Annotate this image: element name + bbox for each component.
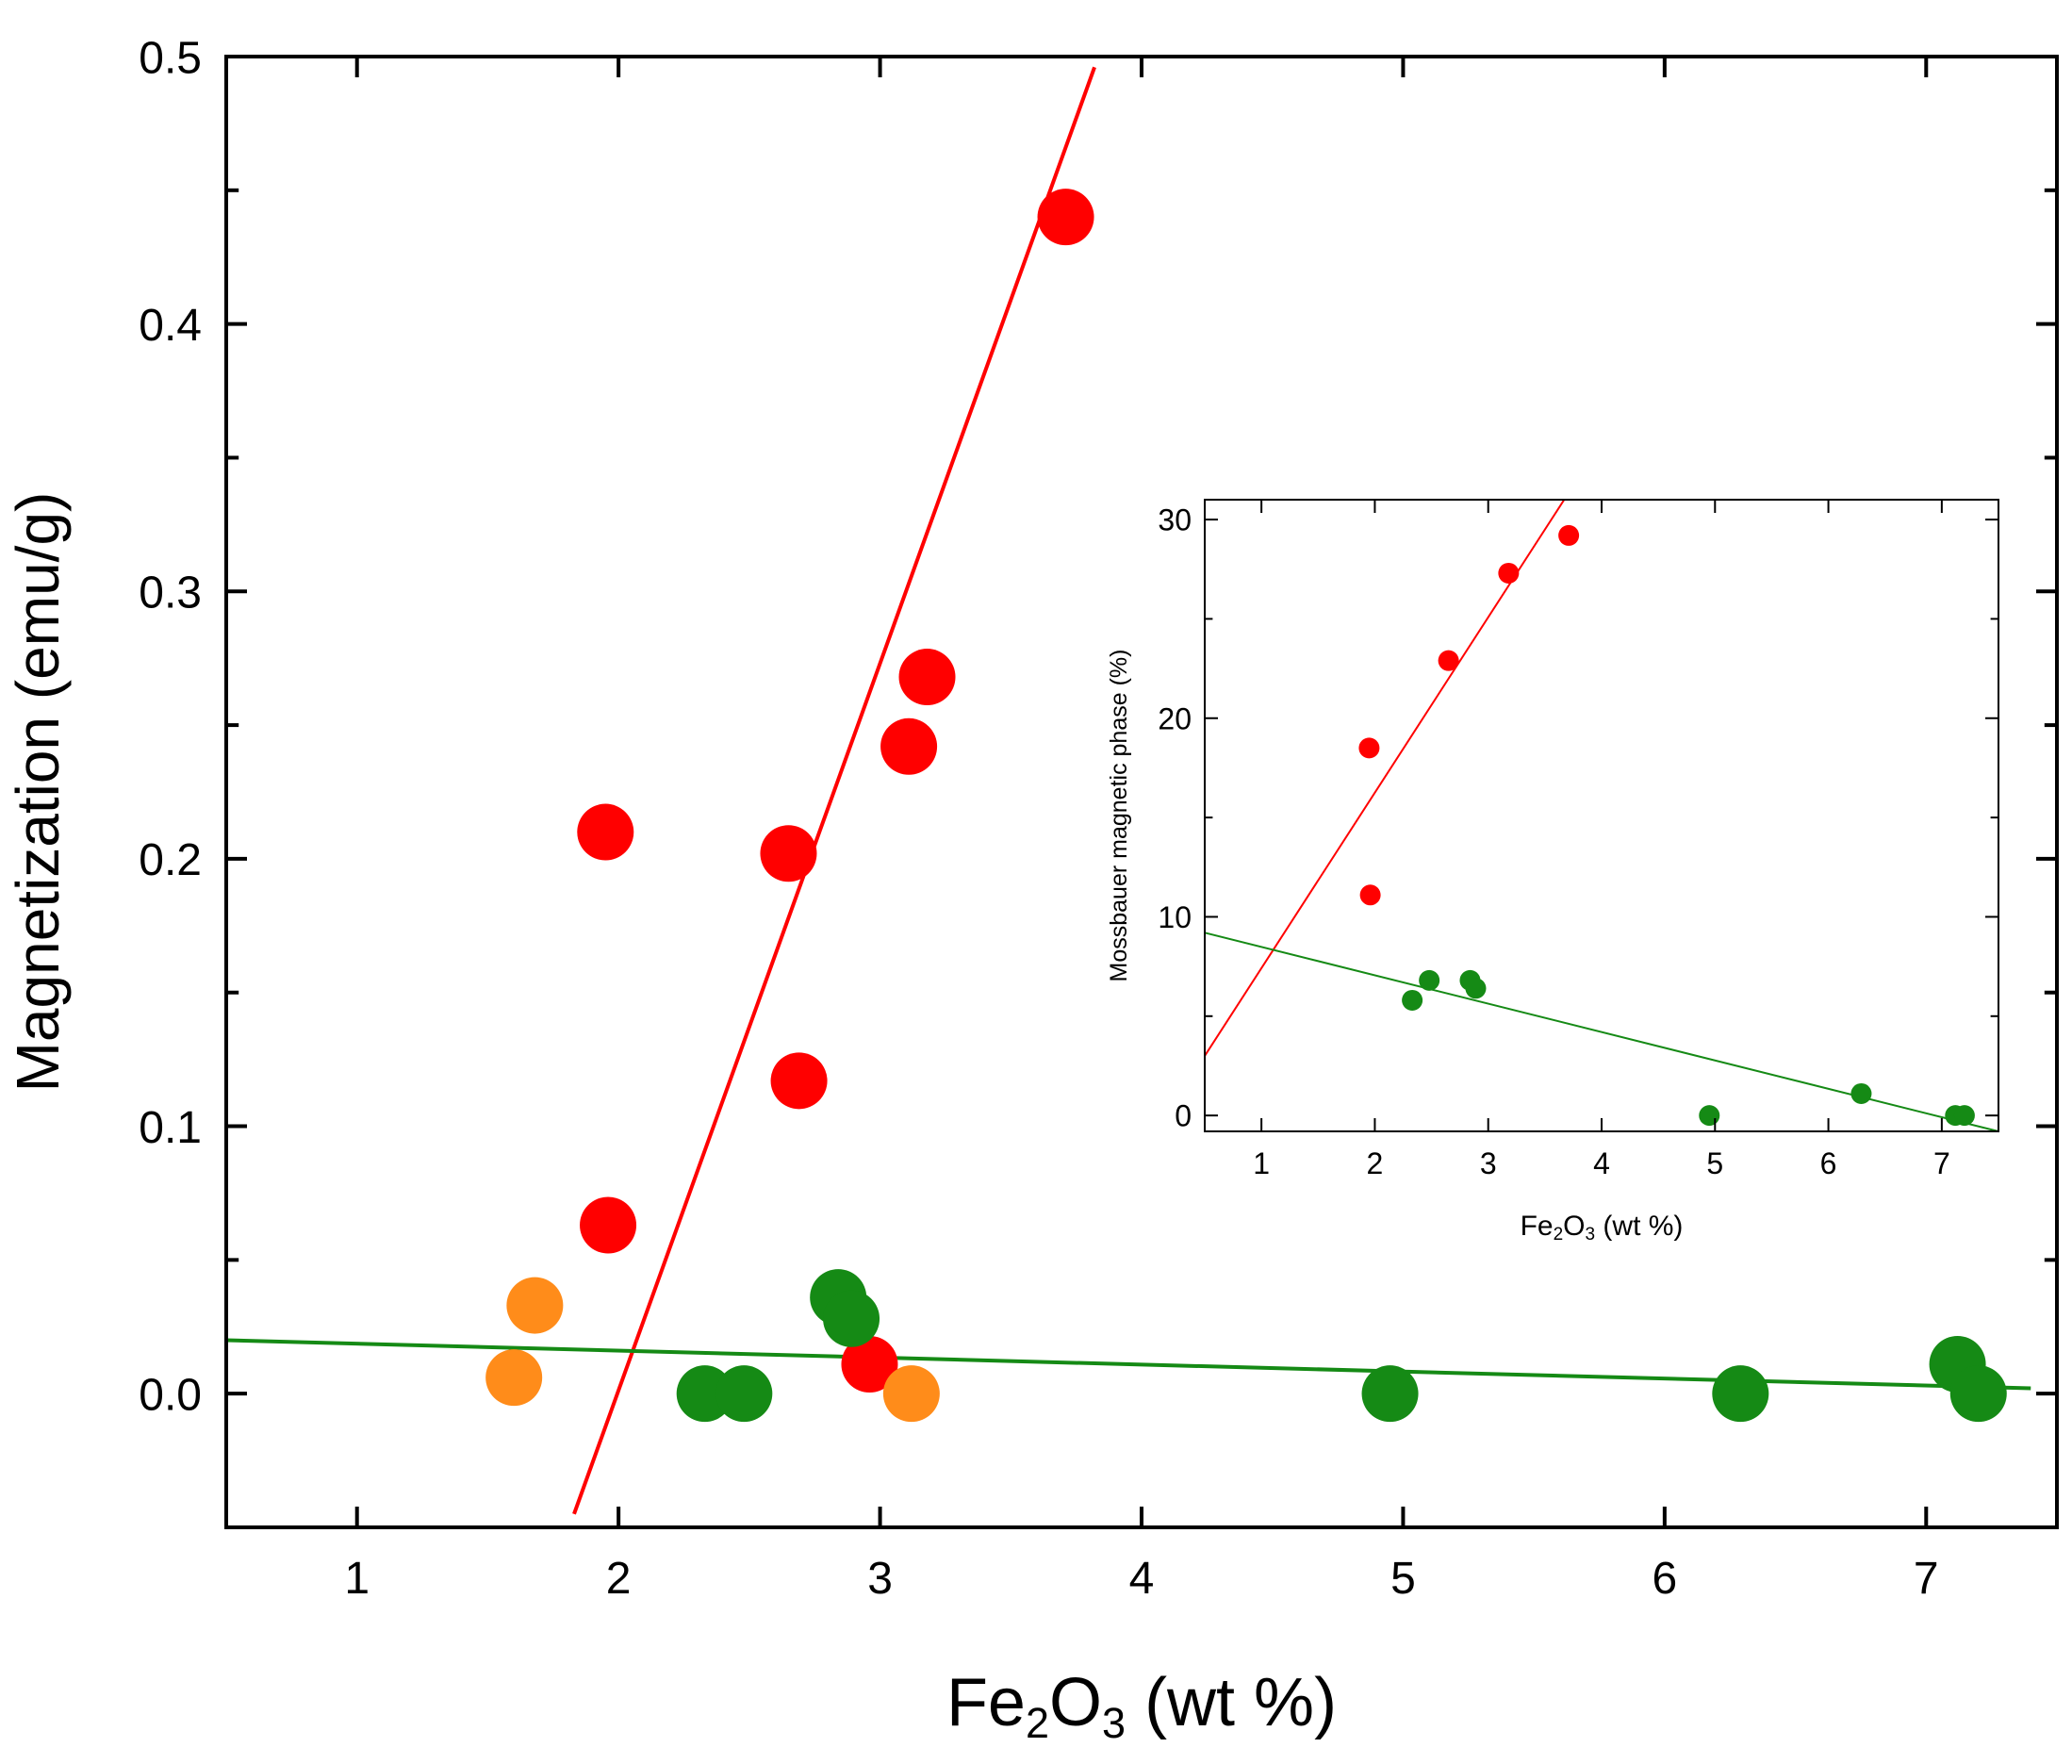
inset-xtick-label-3: 4 [1593,1146,1610,1180]
main-ytick-label-3: 0.3 [139,569,202,618]
inset-x-axis-title-part-3: 3 [1586,1225,1596,1245]
main-xtick-label-6: 7 [1914,1554,1939,1604]
main-xtick-label-1: 2 [606,1554,632,1604]
inset-xtick-label-1: 2 [1367,1146,1384,1180]
inset-xtick-label-5: 6 [1820,1146,1837,1180]
main-x-axis-title-part-1: 2 [1026,1699,1049,1747]
inset-x-axis-title-part-1: 2 [1554,1225,1564,1245]
main-red-point-0 [577,803,634,861]
inset-ytick-label-3: 30 [1158,503,1192,537]
main-x-axis-title-part-0: Fe [946,1665,1026,1740]
main-x-axis-title-part-4: (wt %) [1126,1665,1337,1740]
main-xtick-label-4: 5 [1390,1554,1416,1604]
main-ytick-label-4: 0.4 [139,301,202,351]
main-red-point-1 [580,1196,637,1254]
main-red-point-6 [898,649,956,706]
inset-red-point-0 [1358,737,1380,759]
main-ytick-label-1: 0.1 [139,1103,202,1153]
inset-y-axis-title: Mossbauer magnetic phase (%) [1106,650,1132,982]
inset-x-axis-title-part-4: (wt %) [1595,1211,1683,1242]
inset-xtick-label-2: 3 [1480,1146,1497,1180]
inset-red-fit-line [1204,499,1566,1057]
main-red-point-3 [770,1052,828,1110]
main-red-point-7 [1037,189,1094,246]
main-green-point-0 [676,1365,733,1423]
inset-green-point-0 [1402,989,1423,1011]
inset-x-axis-title-part-0: Fe [1521,1211,1554,1242]
main-xtick-label-3: 4 [1129,1554,1155,1604]
inset-ytick-label-1: 10 [1158,900,1192,934]
inset-ytick-label-2: 20 [1158,701,1192,735]
main-red-fit-line [572,66,1096,1515]
main-ytick-label-2: 0.2 [139,835,202,885]
main-green-point-7 [1949,1365,2007,1423]
inset-red-point-2 [1438,650,1459,671]
main-x-axis-title: Fe2O3 (wt %) [946,1665,1337,1747]
inset-xtick-label-4: 5 [1706,1146,1723,1180]
main-xtick-label-5: 6 [1653,1554,1678,1604]
main-ytick-label-5: 0.5 [139,33,202,83]
inset-red-point-3 [1498,562,1520,584]
main-xtick-label-2: 3 [867,1554,893,1604]
main-green-point-4 [1361,1365,1419,1423]
main-ytick-label-0: 0.0 [139,1370,202,1420]
inset-green-point-5 [1850,1082,1872,1104]
inset-green-point-3 [1465,978,1487,999]
main-red-point-5 [880,717,938,775]
main-xtick-label-0: 1 [344,1554,370,1604]
inset-xtick-label-0: 1 [1253,1146,1270,1180]
main-y-axis-title: Magnetization (emu/g) [4,492,72,1093]
main-x-axis-title-part-3: 3 [1102,1699,1126,1747]
inset-ytick-label-0: 0 [1175,1099,1192,1133]
main-x-axis-title-part-2: O [1049,1665,1102,1740]
main-orange-point-2 [882,1365,940,1423]
inset-red-point-1 [1359,884,1381,906]
main-red-point-2 [760,825,817,882]
main-green-point-1 [715,1365,773,1423]
inset-background [1205,500,1998,1131]
main-orange-point-0 [485,1349,543,1407]
main-orange-point-1 [506,1277,564,1334]
main-green-point-5 [1712,1365,1769,1423]
inset-green-point-7 [1953,1105,1975,1127]
inset-red-point-4 [1558,524,1580,546]
inset-green-point-4 [1699,1105,1720,1127]
main-green-point-3 [823,1290,880,1347]
inset-xtick-label-6: 7 [1933,1146,1950,1180]
inset-green-point-1 [1419,969,1440,991]
main-red-point-4 [841,1335,898,1393]
inset-x-axis-title: Fe2O3 (wt %) [1521,1211,1684,1245]
inset-x-axis-title-part-2: O [1563,1211,1585,1242]
